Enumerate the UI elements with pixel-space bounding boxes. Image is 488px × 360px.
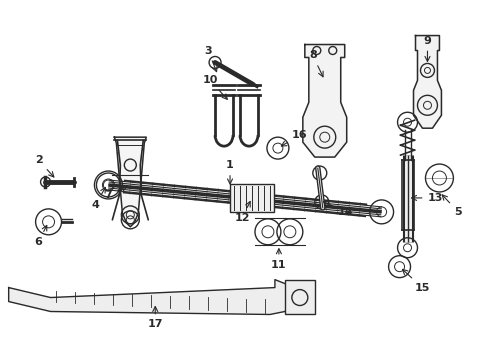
Bar <box>229 184 273 212</box>
Text: 1: 1 <box>226 160 233 184</box>
Text: 6: 6 <box>35 225 47 247</box>
Text: 7: 7 <box>104 186 126 200</box>
Text: 14: 14 <box>323 202 353 217</box>
Text: 5: 5 <box>441 195 461 217</box>
Polygon shape <box>413 36 441 128</box>
Text: 17: 17 <box>147 307 163 329</box>
Bar <box>285 280 314 315</box>
Text: 2: 2 <box>35 155 54 177</box>
Text: 4: 4 <box>91 188 105 210</box>
Text: 3: 3 <box>204 45 217 72</box>
Text: 11: 11 <box>271 249 286 270</box>
Polygon shape <box>9 280 294 315</box>
Polygon shape <box>114 137 146 227</box>
Text: 8: 8 <box>308 50 323 77</box>
Polygon shape <box>302 45 346 157</box>
Text: 12: 12 <box>234 202 250 223</box>
Text: 15: 15 <box>402 269 429 293</box>
Text: 16: 16 <box>281 130 307 146</box>
Text: 10: 10 <box>202 75 227 99</box>
Text: 13: 13 <box>411 193 442 203</box>
Text: 9: 9 <box>423 36 430 62</box>
